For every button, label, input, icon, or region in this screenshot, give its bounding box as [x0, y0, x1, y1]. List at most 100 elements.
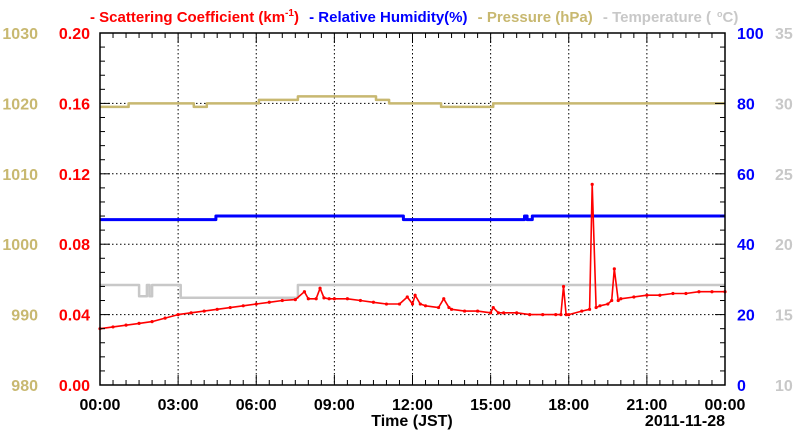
pressure-tick-label: 1000 [2, 237, 38, 254]
temperature-tick-label: 30 [775, 96, 793, 113]
scattering-point [442, 297, 446, 301]
x-tick-label: 00:00 [80, 397, 121, 414]
legend-temperature-text: Temperature ( [612, 9, 711, 26]
scattering-point [137, 321, 141, 325]
series-group [98, 95, 727, 331]
legend-scattering-sup: -1 [285, 8, 294, 19]
scattering-point [710, 290, 714, 294]
legend-temperature: - Temperature (oC) [603, 9, 738, 26]
temperature-tick-label: 20 [775, 237, 793, 254]
pressure-tick-label: 990 [11, 308, 38, 325]
scattering-point [327, 297, 331, 301]
scattering-point [318, 286, 322, 290]
legend-scattering: - Scattering Coefficient (km-1) [90, 8, 299, 26]
scattering-point [384, 302, 389, 306]
scattering-point [410, 302, 415, 306]
scattering-point [528, 313, 532, 317]
x-tick-label: 09:00 [314, 397, 355, 414]
x-tick-label: 00:00 [705, 397, 746, 414]
series-line-pressure [100, 95, 725, 109]
date-label: 2011-11-28 [645, 413, 725, 430]
scattering-point [314, 297, 318, 301]
scattering-tick-label: 0.16 [59, 96, 90, 113]
scattering-point [322, 296, 326, 300]
x-tick-label: 15:00 [470, 397, 511, 414]
pressure-tick-label: 1010 [2, 167, 38, 184]
scattering-point [684, 291, 688, 296]
scattering-point [476, 309, 480, 313]
scattering-point [150, 320, 154, 324]
scattering-point [397, 302, 402, 306]
scattering-point [176, 313, 180, 317]
scattering-point [697, 290, 701, 294]
humidity-tick-label: 60 [737, 167, 755, 184]
scattering-point [594, 305, 598, 310]
scattering-point [496, 311, 501, 315]
scattering-point [418, 302, 422, 306]
scattering-point [215, 307, 219, 311]
x-tick-label: 12:00 [392, 397, 433, 414]
scattering-point [671, 291, 675, 296]
scattering-point [632, 295, 636, 299]
scattering-point [645, 293, 649, 297]
scattering-point [241, 304, 245, 308]
legend-sep-temperature: - [603, 9, 608, 26]
scattering-tick-label: 0.08 [59, 237, 90, 254]
legend-humidity: - Relative Humidity(%) [309, 9, 467, 26]
legend-sep-scattering: - [90, 9, 95, 26]
legend-humidity-text: Relative Humidity(%) [318, 9, 467, 26]
temperature-tick-label: 10 [775, 378, 793, 395]
pressure-tick-label: 1020 [2, 96, 38, 113]
series-line-temperature [100, 283, 725, 299]
scattering-point [502, 311, 506, 315]
scattering-point [610, 298, 614, 303]
legend-pressure-text: Pressure (hPa) [487, 9, 593, 26]
scattering-point [332, 297, 336, 301]
humidity-tick-label: 100 [737, 26, 764, 43]
scattering-tick-label: 0.12 [59, 167, 90, 184]
scattering-point [436, 305, 441, 310]
scattering-point [541, 313, 545, 317]
scattering-point [189, 311, 193, 315]
humidity-tick-label: 20 [737, 308, 755, 325]
scattering-point [590, 182, 594, 186]
scattering-point [111, 325, 115, 329]
legend-sep-pressure: - [478, 9, 483, 26]
scattering-point [606, 302, 610, 306]
tick-labels: 00:00 03:00 06:00 09:00 12:00 15:00 18:00 21:00… [2, 26, 792, 414]
humidity-tick-label: 80 [737, 96, 755, 113]
scattering-point [345, 297, 349, 301]
x-axis-label: Time (JST) [371, 413, 453, 430]
scattering-point [598, 304, 602, 308]
scattering-tick-label: 0.04 [59, 308, 90, 325]
scattering-point [358, 298, 363, 303]
scattering-point [302, 290, 307, 294]
scattering-point [371, 300, 376, 304]
grid [100, 33, 725, 385]
scattering-point [554, 313, 558, 317]
series-line-relative-humidity [100, 214, 725, 222]
scattering-point [587, 307, 592, 311]
scattering-point [564, 313, 568, 317]
scattering-point [405, 295, 409, 299]
x-tick-label: 18:00 [548, 397, 589, 414]
scattering-point [559, 313, 563, 317]
legend-temperature-unit: C) [723, 9, 739, 26]
scattering-point [254, 302, 258, 306]
scattering-point [462, 309, 467, 313]
legend-sep-humidity: - [309, 9, 314, 26]
legend-line: - Scattering Coefficient (km-1) - Relati… [90, 8, 738, 26]
scattering-tick-label: 0.00 [59, 378, 90, 395]
legend-scattering-text: Scattering Coefficient (km [99, 9, 285, 26]
scattering-point [580, 309, 584, 313]
temperature-tick-label: 35 [775, 26, 793, 43]
scattering-point [163, 316, 167, 320]
scattering-point [491, 305, 495, 310]
scattering-tick-label: 0.20 [59, 26, 90, 43]
x-tick-label: 03:00 [158, 397, 199, 414]
scattering-point [616, 298, 620, 303]
pressure-tick-label: 1030 [2, 26, 38, 43]
scattering-point [567, 313, 571, 317]
scattering-point [228, 305, 232, 310]
temperature-tick-label: 15 [775, 308, 793, 325]
